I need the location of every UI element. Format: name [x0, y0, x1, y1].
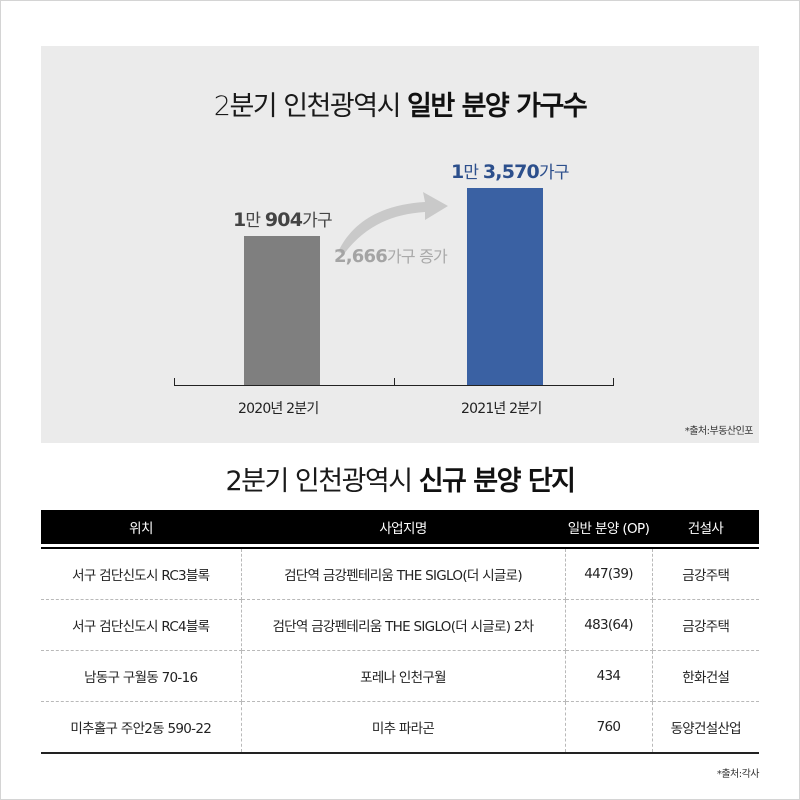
cell-builder: 동양건설산업 — [652, 701, 759, 754]
axis-tick — [394, 378, 395, 386]
cell-units: 483(64) — [565, 599, 653, 651]
table-row: 서구 검단신도시 RC4블록 검단역 금강펜테리움 THE SIGLO(더 시글… — [41, 599, 759, 651]
cell-project: 검단역 금강펜테리움 THE SIGLO(더 시글로) 2차 — [241, 599, 566, 651]
cell-location: 서구 검단신도시 RC4블록 — [41, 599, 242, 651]
cell-project: 검단역 금강펜테리움 THE SIGLO(더 시글로) — [241, 548, 566, 600]
table-title: 2분기 인천광역시 신규 분양 단지 — [225, 466, 576, 497]
table-source: *출처:각사 — [716, 769, 760, 780]
cell-units: 434 — [565, 650, 653, 702]
increase-arrow-icon — [338, 192, 448, 254]
cell-project: 포레나 인천구월 — [241, 650, 566, 702]
cell-location: 미추홀구 주안2동 590-22 — [41, 701, 242, 754]
x-label-2021: 2021년 2분기 — [461, 401, 542, 417]
table-row: 남동구 구월동 70-16 포레나 인천구월 434 한화건설 — [41, 650, 759, 702]
bar-label-2020: 1만 904가구 — [233, 209, 333, 231]
axis-tick — [613, 378, 614, 386]
bar-2020 — [244, 236, 320, 386]
chart-title: 2분기 인천광역시 일반 분양 가구수 — [213, 91, 588, 122]
cell-project: 미추 파라곤 — [241, 701, 566, 754]
cell-location: 서구 검단신도시 RC3블록 — [41, 548, 242, 600]
header-project: 사업지명 — [379, 521, 427, 537]
cell-units: 447(39) — [565, 548, 653, 600]
complex-table: 위치 사업지명 일반 분양 (OP) 건설사 서구 검단신도시 RC3블록 검단… — [41, 510, 759, 754]
table-header-row: 위치 사업지명 일반 분양 (OP) 건설사 — [41, 510, 759, 544]
table-row: 서구 검단신도시 RC3블록 검단역 금강펜테리움 THE SIGLO(더 시글… — [41, 548, 759, 600]
chart-source: *출처:부동산인포 — [684, 426, 754, 437]
increase-annotation: 2,666가구 증가 — [334, 246, 448, 267]
chart-panel — [41, 46, 759, 443]
x-label-2020: 2020년 2분기 — [238, 401, 319, 417]
table-row: 미추홀구 주안2동 590-22 미추 파라곤 760 동양건설산업 — [41, 701, 759, 754]
bar-2021 — [467, 188, 543, 386]
cell-builder: 금강주택 — [652, 548, 759, 600]
header-units: 일반 분양 (OP) — [567, 521, 650, 537]
bar-label-2021: 1만 3,570가구 — [451, 161, 569, 183]
cell-units: 760 — [565, 701, 653, 754]
axis-tick — [174, 378, 175, 386]
header-location: 위치 — [129, 521, 153, 537]
cell-builder: 한화건설 — [652, 650, 759, 702]
cell-location: 남동구 구월동 70-16 — [41, 650, 242, 702]
header-builder: 건설사 — [687, 521, 724, 537]
cell-builder: 금강주택 — [652, 599, 759, 651]
header-divider — [41, 544, 759, 549]
